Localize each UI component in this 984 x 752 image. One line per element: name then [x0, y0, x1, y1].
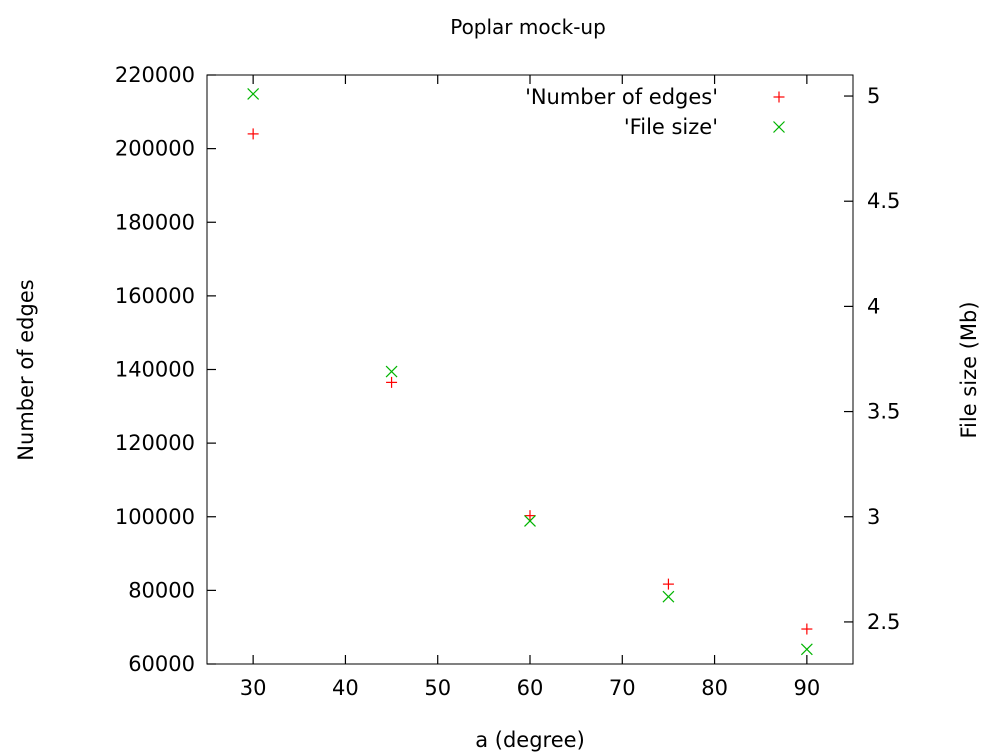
x-tick-label: 80 [701, 676, 728, 700]
y-tick-label: 120000 [115, 431, 195, 455]
y-axis-title: Number of edges [14, 279, 38, 460]
data-point [800, 643, 813, 656]
y-tick-label: 200000 [115, 137, 195, 161]
x-tick-label: 70 [609, 676, 636, 700]
y-axis-right: 2.5 3 3.5 4 4.5 5 [844, 84, 900, 634]
marker-stroke [800, 643, 813, 656]
marker-stroke [524, 515, 536, 527]
marker-stroke [385, 365, 398, 378]
y-tick-label: 60000 [128, 652, 195, 676]
marker-stroke [662, 590, 675, 603]
y-axis-left: 60000 80000 100000 120000 140000 160000 180000… [115, 63, 216, 676]
series-layer [247, 88, 813, 656]
chart-title: Poplar mock-up [450, 15, 606, 39]
data-point [662, 578, 674, 590]
x-axis-title: a (degree) [475, 728, 585, 752]
data-point [524, 510, 536, 522]
series-1 [247, 128, 813, 635]
x-tick-label: 50 [424, 676, 451, 700]
y-tick-label: 220000 [115, 63, 195, 87]
y2-tick-label: 5 [867, 84, 880, 108]
y-tick-label: 140000 [115, 358, 195, 382]
x-tick-label: 30 [240, 676, 267, 700]
plot-area-frame [206, 74, 854, 665]
legend-label: 'Number of edges' [525, 85, 718, 109]
marker-stroke [247, 88, 260, 100]
y2-axis-title: File size (Mb) [957, 301, 981, 438]
y2-tick-label: 4 [867, 294, 880, 318]
y-tick-label: 100000 [115, 505, 195, 529]
y-tick-label: 160000 [115, 284, 195, 308]
y2-tick-label: 3.5 [867, 400, 900, 424]
x-tick-label: 60 [517, 676, 544, 700]
y2-tick-label: 2.5 [867, 610, 900, 634]
series-2 [247, 88, 813, 656]
y2-tick-label: 4.5 [867, 189, 900, 213]
data-point [386, 376, 398, 388]
data-point [247, 128, 259, 140]
data-point [801, 623, 813, 635]
x-tick-label: 40 [332, 676, 359, 700]
y-tick-label: 180000 [115, 210, 195, 234]
data-point [385, 365, 398, 378]
legend: 'Number of edges' 'File size' [525, 85, 785, 139]
y2-tick-label: 3 [867, 505, 880, 529]
legend-marker [773, 91, 785, 103]
legend-label: 'File size' [624, 115, 718, 139]
data-point [524, 515, 536, 527]
data-point [662, 590, 675, 603]
x-axis: 30 40 50 60 70 80 90 [240, 75, 820, 700]
legend-marker [773, 121, 785, 133]
marker-stroke [773, 121, 785, 133]
y-tick-label: 80000 [128, 578, 195, 602]
x-tick-label: 90 [793, 676, 820, 700]
data-point [247, 88, 260, 100]
